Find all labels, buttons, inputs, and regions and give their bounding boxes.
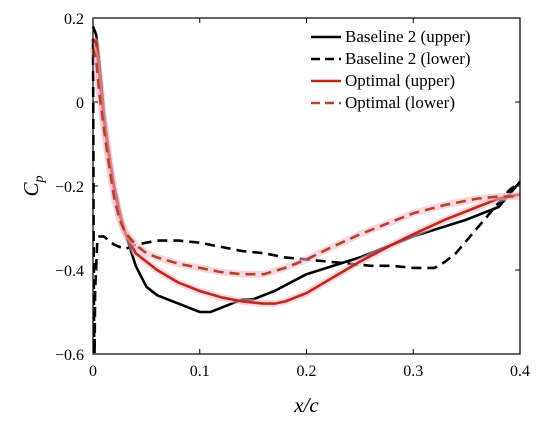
y-axis-label: Cp <box>19 175 47 196</box>
y-axis-label-sub: p <box>32 175 47 183</box>
axes-box <box>92 17 521 355</box>
legend: Baseline 2 (upper) Baseline 2 (lower) Opti… <box>311 27 471 112</box>
x-axis-label: x/c <box>293 393 319 417</box>
series-line-3 <box>91 47 520 276</box>
series-line-1 <box>91 38 521 356</box>
series-halo-2 <box>90 36 521 308</box>
y-tick-label: −0.4 <box>55 263 84 280</box>
x-tick-label: 0.2 <box>297 363 317 380</box>
legend-label: Optimal (lower) <box>345 93 455 112</box>
legend-label: Baseline 2 (upper) <box>345 27 471 46</box>
y-axis-label-main: C <box>19 182 43 197</box>
y-tick-label: −0.6 <box>55 347 84 364</box>
x-tick-label: 0 <box>89 363 97 380</box>
x-tick-label: 0.1 <box>190 363 210 380</box>
y-tick-label: 0.2 <box>64 11 84 28</box>
legend-label: Optimal (upper) <box>345 71 455 90</box>
series-layer <box>89 25 521 356</box>
legend-label: Baseline 2 (lower) <box>345 49 471 68</box>
y-tick-label: −0.2 <box>55 179 84 196</box>
x-tick-label: 0.3 <box>403 363 423 380</box>
series-line-2 <box>91 38 521 305</box>
y-tick-label: 0 <box>76 95 84 112</box>
series-halo-3 <box>89 46 520 278</box>
tick-layer: 0 0.1 0.2 0.3 0.4 −0.6 −0.4 −0.2 0 0.2 <box>55 11 530 380</box>
x-tick-label: 0.4 <box>510 363 530 380</box>
